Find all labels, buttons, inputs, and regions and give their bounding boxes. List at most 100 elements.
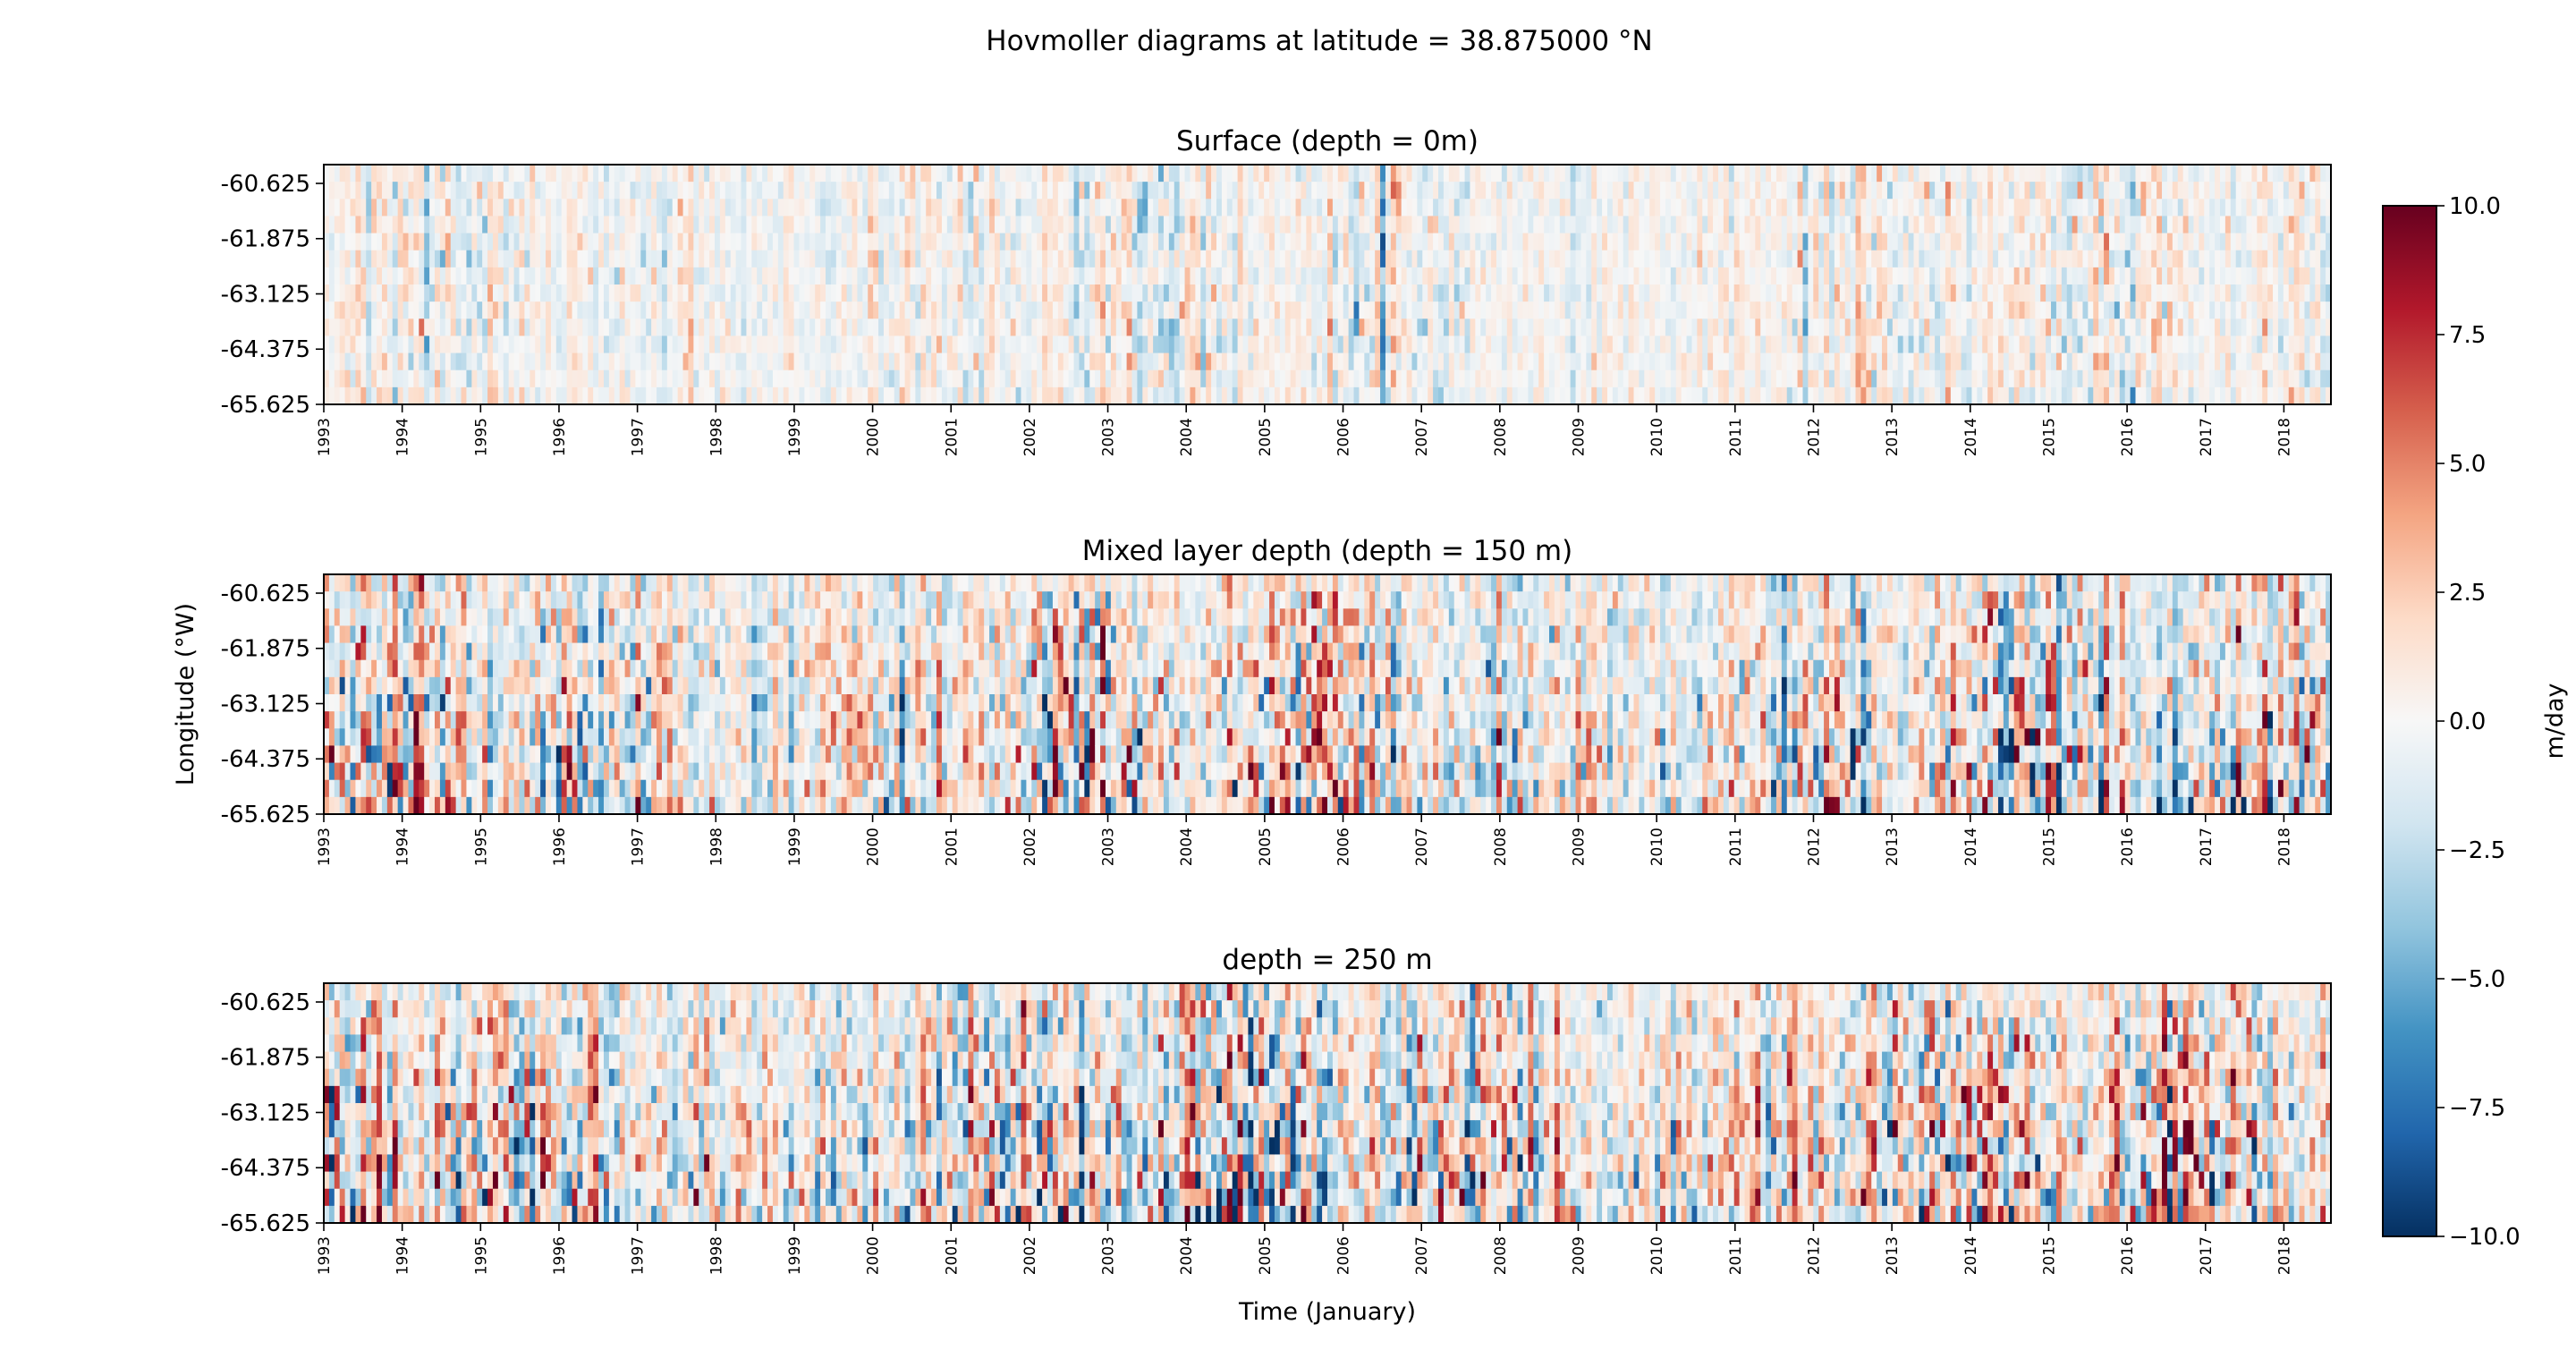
heatmap-cell — [2098, 182, 2105, 200]
heatmap-cell — [815, 267, 821, 285]
heatmap-cell — [1902, 369, 1910, 388]
heatmap-cell — [572, 352, 579, 371]
heatmap-cell — [582, 199, 589, 217]
heatmap-cell — [1131, 182, 1139, 200]
heatmap-cell — [777, 165, 784, 183]
heatmap-cell — [1717, 199, 1724, 217]
heatmap-cell — [910, 165, 916, 183]
heatmap-cell — [572, 267, 579, 285]
heatmap-cell — [815, 335, 821, 354]
heatmap-cell — [1686, 335, 1693, 354]
heatmap-cell — [1750, 386, 1756, 405]
heatmap-cell — [1216, 284, 1223, 302]
heatmap-cell — [1195, 267, 1201, 285]
heatmap-cell — [826, 284, 832, 302]
heatmap-cell — [1226, 352, 1233, 371]
heatmap-cell — [2003, 216, 2010, 234]
heatmap-cell — [482, 386, 488, 405]
heatmap-cell — [962, 335, 970, 354]
heatmap-cell — [894, 165, 901, 183]
heatmap-cell — [1717, 369, 1724, 388]
heatmap-cell — [1026, 165, 1032, 183]
heatmap-cell — [1015, 369, 1022, 388]
heatmap-cell — [1364, 335, 1370, 354]
heatmap-cell — [2082, 199, 2089, 217]
heatmap-cell — [1063, 199, 1070, 217]
heatmap-cell — [931, 369, 937, 388]
heatmap-cell — [1971, 216, 1978, 234]
heatmap-cell — [1824, 301, 1830, 319]
heatmap-cell — [1834, 267, 1841, 285]
heatmap-cell — [1010, 284, 1017, 302]
heatmap-cell — [835, 335, 843, 354]
heatmap-cell — [1470, 335, 1476, 354]
heatmap-cell — [1047, 182, 1054, 200]
heatmap-cell — [1866, 250, 1872, 268]
heatmap-cell — [1506, 267, 1513, 285]
heatmap-cell — [2204, 199, 2210, 217]
heatmap-cell — [2003, 284, 2010, 302]
heatmap-cell — [2135, 386, 2142, 405]
heatmap-cell — [1353, 250, 1360, 268]
heatmap-cell — [2177, 250, 2184, 268]
heatmap-cell — [1057, 352, 1064, 371]
heatmap-cell — [2177, 216, 2184, 234]
heatmap-cell — [666, 335, 674, 354]
heatmap-cell — [1443, 386, 1450, 405]
heatmap-cell — [608, 182, 615, 200]
heatmap-cell — [2055, 369, 2063, 388]
heatmap-cell — [1728, 182, 1735, 200]
heatmap-cell — [1004, 352, 1012, 371]
heatmap-cell — [1597, 165, 1603, 183]
heatmap-cell — [1670, 216, 1677, 234]
heatmap-cell — [1443, 284, 1450, 302]
heatmap-cell — [788, 267, 795, 285]
heatmap-cell — [1153, 386, 1159, 405]
heatmap-cell — [1453, 301, 1461, 319]
heatmap-cell — [688, 284, 694, 302]
heatmap-cell — [582, 301, 589, 319]
heatmap-cell — [1057, 335, 1064, 354]
heatmap-cell — [1121, 165, 1128, 183]
heatmap-cell — [1506, 233, 1513, 251]
heatmap-cell — [2157, 386, 2163, 405]
heatmap-cell — [788, 182, 795, 200]
heatmap-cell — [1406, 250, 1413, 268]
heatmap-cell — [477, 352, 483, 371]
heatmap-cell — [2172, 352, 2179, 371]
heatmap-cell — [1808, 335, 1814, 354]
heatmap-cell — [1010, 318, 1017, 337]
heatmap-cell — [455, 352, 462, 371]
heatmap-cell — [1052, 199, 1059, 217]
heatmap-cell — [1375, 301, 1381, 319]
heatmap-cell — [1417, 182, 1423, 200]
heatmap-cell — [762, 352, 768, 371]
heatmap-cell — [862, 199, 869, 217]
heatmap-cell — [1533, 233, 1539, 251]
heatmap-cell — [2046, 250, 2052, 268]
heatmap-cell — [546, 301, 552, 319]
heatmap-cell — [1375, 233, 1381, 251]
heatmap-cell — [588, 284, 594, 302]
heatmap-cell — [1232, 352, 1239, 371]
heatmap-cell — [1200, 335, 1207, 354]
heatmap-cell — [1237, 267, 1244, 285]
heatmap-cell — [957, 233, 964, 251]
heatmap-cell — [1929, 267, 1936, 285]
heatmap-cell — [1844, 369, 1852, 388]
heatmap-cell — [1691, 182, 1698, 200]
heatmap-cell — [1961, 199, 1968, 217]
heatmap-cell — [1808, 216, 1814, 234]
heatmap-cell — [815, 233, 821, 251]
heatmap-cell — [377, 233, 383, 251]
heatmap-cell — [952, 352, 959, 371]
heatmap-cell — [868, 233, 874, 251]
heatmap-cell — [1004, 199, 1012, 217]
heatmap-cell — [1089, 335, 1096, 354]
heatmap-cell — [1639, 386, 1645, 405]
heatmap-cell — [1697, 216, 1703, 234]
heatmap-cell — [1343, 318, 1350, 337]
heatmap-cell — [598, 301, 605, 319]
heatmap-cell — [878, 165, 885, 183]
heatmap-cell — [746, 216, 752, 234]
